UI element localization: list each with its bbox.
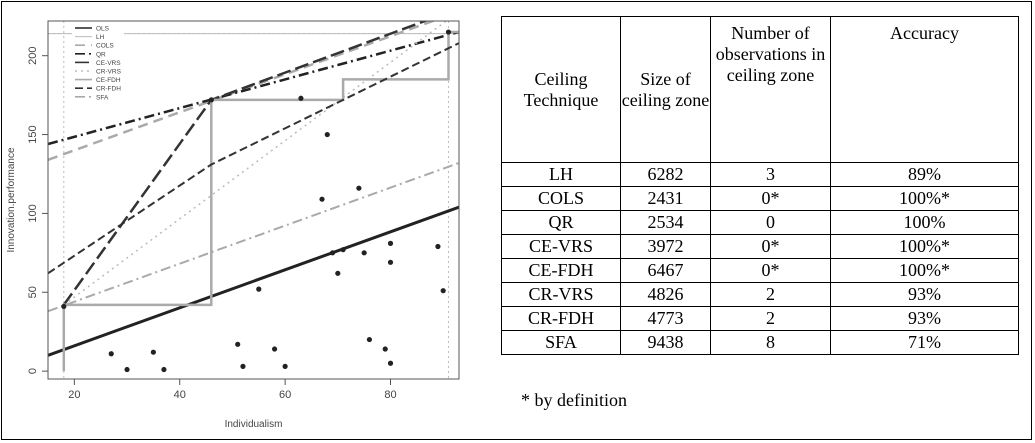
data-point xyxy=(330,250,335,255)
ceiling-technique-table: Ceiling Technique Size of ceiling zone N… xyxy=(501,16,1019,355)
data-point xyxy=(61,304,66,309)
header-size-of-ceiling-zone: Size of ceiling zone xyxy=(621,17,711,163)
data-point xyxy=(256,287,261,292)
line-sfa xyxy=(48,163,459,311)
header-number-of-observations: Number of observations in ceiling zone xyxy=(711,17,831,163)
table-footnote: * by definition xyxy=(521,390,627,411)
x-tick-label: 80 xyxy=(384,389,396,401)
table-cell: 2431 xyxy=(621,187,711,211)
data-point xyxy=(124,367,129,372)
x-axis-label: Individualism xyxy=(225,419,283,430)
table-header-row: Ceiling Technique Size of ceiling zone N… xyxy=(502,17,1019,163)
table-cell: 0* xyxy=(711,235,831,259)
legend-label: SFA xyxy=(96,94,109,101)
table-cell: 100%* xyxy=(831,259,1019,283)
data-point xyxy=(388,260,393,265)
legend-label: CE-VRS xyxy=(96,60,121,67)
table-cell: 8 xyxy=(711,331,831,355)
table-row: QR 2534 0 100% xyxy=(502,211,1019,235)
data-point xyxy=(383,346,388,351)
y-tick-label: 50 xyxy=(27,286,39,298)
data-point xyxy=(435,244,440,249)
legend-label: QR xyxy=(96,51,106,58)
data-point xyxy=(319,197,324,202)
data-point xyxy=(441,288,446,293)
table-cell: 3972 xyxy=(621,235,711,259)
table-cell: 100% xyxy=(831,211,1019,235)
data-point xyxy=(109,351,114,356)
table-cell: CR-FDH xyxy=(502,307,621,331)
data-point xyxy=(235,342,240,347)
table-cell: 2534 xyxy=(621,211,711,235)
line-ols xyxy=(48,207,459,355)
table-cell: LH xyxy=(502,163,621,187)
table-cell: 4826 xyxy=(621,283,711,307)
legend-label: CR-VRS xyxy=(96,69,122,76)
table-cell: CR-VRS xyxy=(502,283,621,307)
x-tick-label: 40 xyxy=(174,389,186,401)
scatter-plot: 20 40 60 80 0 50 100 150 200 Individualism Innovat… xyxy=(2,2,482,441)
table-cell: 2 xyxy=(711,307,831,331)
y-tick-label: 200 xyxy=(27,47,39,65)
header-ceiling-technique: Ceiling Technique xyxy=(502,17,621,163)
data-point xyxy=(388,361,393,366)
data-point xyxy=(325,132,330,137)
legend-label: CR-FDH xyxy=(96,86,121,93)
table-cell: 71% xyxy=(831,331,1019,355)
table-row: CR-FDH 4773 2 93% xyxy=(502,307,1019,331)
table-cell: 89% xyxy=(831,163,1019,187)
table-cell: 6467 xyxy=(621,259,711,283)
table-cell: 2 xyxy=(711,283,831,307)
table-row: CE-VRS 3972 0* 100%* xyxy=(502,235,1019,259)
y-tick-label: 150 xyxy=(27,125,39,143)
legend-label: OLS xyxy=(96,26,110,33)
data-point xyxy=(340,247,345,252)
data-point xyxy=(283,364,288,369)
table-cell: 93% xyxy=(831,307,1019,331)
y-tick-label: 0 xyxy=(27,368,39,374)
data-point xyxy=(446,29,451,34)
table-cell: 0* xyxy=(711,187,831,211)
table-cell: 100%* xyxy=(831,187,1019,211)
header-accuracy: Accuracy xyxy=(831,17,1019,163)
table-cell: 93% xyxy=(831,283,1019,307)
data-point xyxy=(298,96,303,101)
data-point xyxy=(388,241,393,246)
y-axis-label: Innovation.performance xyxy=(6,147,17,253)
table-cell: CE-FDH xyxy=(502,259,621,283)
table-cell: 4773 xyxy=(621,307,711,331)
legend-label: COLS xyxy=(96,43,114,50)
x-tick-label: 20 xyxy=(68,389,80,401)
table-cell: 9438 xyxy=(621,331,711,355)
x-tick-label: 60 xyxy=(279,389,291,401)
table-cell: SFA xyxy=(502,331,621,355)
table-row: COLS 2431 0* 100%* xyxy=(502,187,1019,211)
table-cell: CE-VRS xyxy=(502,235,621,259)
y-tick-label: 100 xyxy=(27,204,39,222)
data-point xyxy=(362,250,367,255)
data-point xyxy=(209,97,214,102)
data-point xyxy=(335,271,340,276)
data-point xyxy=(272,346,277,351)
table-row: CR-VRS 4826 2 93% xyxy=(502,283,1019,307)
table-row: SFA 9438 8 71% xyxy=(502,331,1019,355)
table-row: CE-FDH 6467 0* 100%* xyxy=(502,259,1019,283)
table-cell: 100%* xyxy=(831,235,1019,259)
table-row: LH 6282 3 89% xyxy=(502,163,1019,187)
legend-label: LH xyxy=(96,34,105,41)
data-point xyxy=(356,186,361,191)
table-cell: QR xyxy=(502,211,621,235)
table-cell: 6282 xyxy=(621,163,711,187)
table-cell: 0 xyxy=(711,211,831,235)
legend-label: CE-FDH xyxy=(96,77,121,84)
table-cell: 3 xyxy=(711,163,831,187)
data-point xyxy=(240,364,245,369)
data-point xyxy=(151,350,156,355)
data-point xyxy=(367,337,372,342)
table-cell: COLS xyxy=(502,187,621,211)
table-cell: 0* xyxy=(711,259,831,283)
data-point xyxy=(161,367,166,372)
